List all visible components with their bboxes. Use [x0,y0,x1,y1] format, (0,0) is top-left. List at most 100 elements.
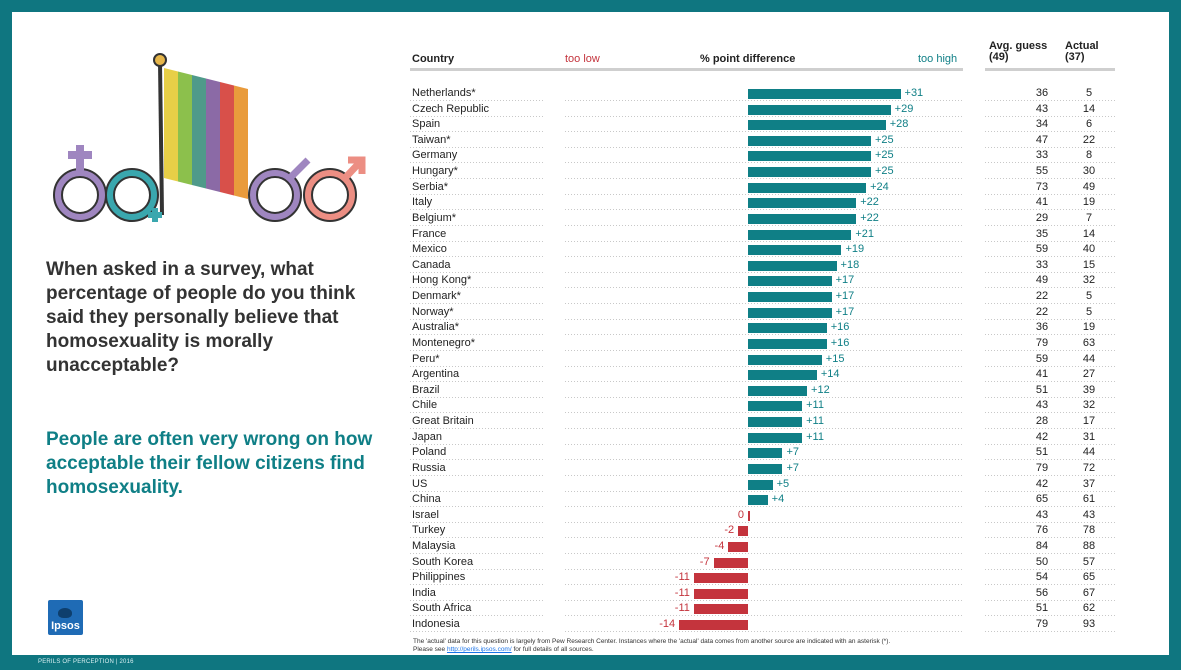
difference-label: -2 [724,524,735,537]
difference-bar [748,448,783,459]
row-divider [565,287,963,289]
country-label: Spain [412,118,441,131]
row-divider [410,287,545,289]
difference-bar [738,526,748,537]
row-divider [410,552,545,554]
row-divider [985,506,1115,508]
country-label: Malaysia [412,539,456,552]
row-divider [565,240,963,242]
row-divider [565,334,963,336]
row-divider [410,412,545,414]
header-rule-values [985,68,1115,71]
survey-question: When asked in a survey, what percentage … [46,259,356,376]
country-label: Mexico [412,243,447,256]
chart-row: Great Britain +11 28 17 [410,414,1117,430]
row-divider [985,162,1115,164]
avg-guess-value: 51 [1035,602,1049,615]
country-label: Poland [412,446,447,459]
actual-value: 17 [1082,415,1096,428]
actual-value: 43 [1082,508,1096,521]
avg-guess-value: 22 [1035,290,1049,303]
country-label: Netherlands* [412,87,476,99]
chart-row: India -11 56 67 [410,586,1117,601]
chart-row: US +5 42 37 [410,477,1117,492]
avg-guess-value: 79 [1035,336,1049,349]
country-label: Brazil [412,383,440,396]
country-label: Argentina [412,368,460,381]
chart-row: Spain +28 34 6 [410,117,1117,133]
difference-label: -7 [699,555,710,568]
actual-value: 44 [1082,352,1096,365]
row-divider [985,521,1115,523]
row-divider [985,365,1115,367]
row-divider [410,443,545,445]
actual-value: 65 [1082,571,1096,584]
country-label: Hong Kong* [412,274,472,287]
logo-mark-icon [58,608,72,618]
row-divider [410,224,545,226]
country-label: Belgium* [412,211,457,224]
header-avg-guess-label: Avg. guess [989,40,1048,52]
difference-label: +4 [771,493,785,506]
country-label: Israel [412,508,439,521]
difference-bar [748,432,803,443]
row-divider [565,100,963,101]
row-divider [565,224,963,226]
row-divider [985,599,1115,601]
row-divider [565,256,963,258]
difference-bar [728,541,748,552]
difference-bar [748,182,867,193]
avg-guess-value: 33 [1035,149,1049,162]
row-divider [985,631,1115,633]
header-actual: Actual (37) [1065,41,1099,63]
difference-label: 0 [737,508,744,521]
country-label: Russia [412,461,446,474]
difference-bar [693,588,748,599]
row-divider [410,365,545,367]
row-divider [565,537,963,539]
row-divider [410,209,545,211]
avg-guess-value: 76 [1035,524,1049,537]
header-difference: % point difference [700,53,796,65]
row-divider [410,193,545,195]
row-divider [985,100,1115,101]
chart-row: Serbia* +24 73 49 [410,180,1117,195]
header-avg-guess: Avg. guess (49) [989,41,1047,63]
row-divider [410,349,545,351]
row-divider [410,381,545,383]
actual-value: 63 [1082,336,1096,349]
actual-value: 32 [1082,399,1096,412]
country-label: Indonesia [412,618,460,631]
difference-bar [748,260,837,271]
chart-row: Russia +7 79 72 [410,461,1117,476]
row-divider [410,615,545,617]
row-divider [565,178,963,180]
country-label: Peru* [412,352,440,365]
source-link[interactable]: http://perils.ipsos.com/ [446,646,512,653]
row-divider [410,240,545,242]
difference-label: +16 [830,336,850,349]
difference-bar [748,292,832,303]
chart-row: Peru* +15 59 44 [410,352,1117,367]
actual-value: 14 [1082,227,1096,240]
row-divider [985,318,1115,320]
difference-label: +5 [776,477,790,490]
row-divider [985,240,1115,242]
difference-label: +25 [875,149,894,162]
row-divider [565,115,963,117]
actual-value: 88 [1082,539,1096,552]
chart-row: Australia* +16 36 19 [410,320,1117,336]
actual-value: 57 [1082,555,1096,568]
chart-row: Chile +11 43 32 [410,398,1117,414]
difference-label: +14 [820,368,840,381]
difference-bar [748,323,827,334]
header-too-low: too low [565,53,600,65]
difference-label: +22 [860,211,879,224]
avg-guess-value: 34 [1035,118,1049,131]
difference-label: +17 [835,305,855,318]
chart-row: Argentina +14 41 27 [410,367,1117,383]
chart-row: Taiwan* +25 47 22 [410,133,1117,148]
actual-value: 49 [1082,180,1096,193]
row-divider [985,474,1115,476]
row-divider [985,396,1115,398]
